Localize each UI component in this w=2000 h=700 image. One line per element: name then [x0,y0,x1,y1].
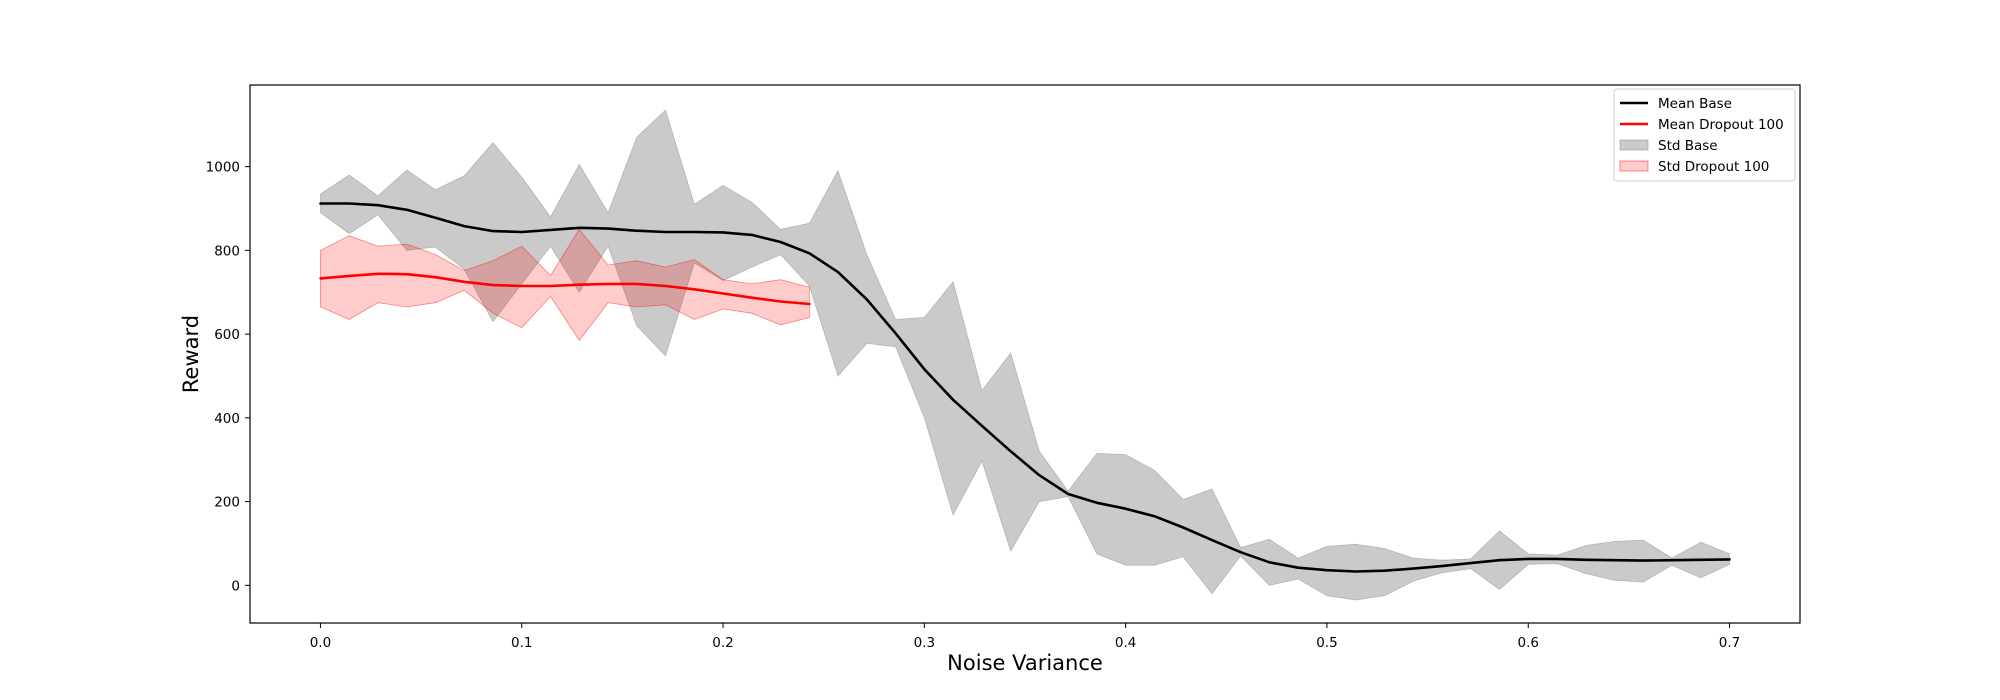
plot-frame [249,84,1801,624]
x-tick-label: 0.1 [511,635,532,651]
legend-label-std-dropout-100: Std Dropout 100 [1658,159,1769,175]
legend-label-mean-base: Mean Base [1658,96,1732,112]
x-tick-label: 0.2 [712,635,733,651]
legend-label-std-base: Std Base [1658,138,1718,154]
line-mean-base [319,202,1731,573]
x-tick-label: 0.4 [1115,635,1136,651]
line-mean-dropout-100 [319,272,811,306]
x-tick-label: 0.5 [1316,635,1337,651]
y-tick-label: 0 [231,578,240,594]
x-tick-label: 0.0 [310,635,331,651]
y-tick-label: 600 [214,327,240,343]
legend-label-mean-dropout-100: Mean Dropout 100 [1658,117,1784,133]
x-tick-label: 0.6 [1518,635,1539,651]
x-tick-label: 0.7 [1719,635,1740,651]
mean-lines [319,202,1731,573]
y-tick-label: 200 [214,495,240,511]
x-tick-label: 0.3 [914,635,935,651]
legend-box [1613,88,1796,182]
y-tick-label: 800 [214,243,240,259]
legend-swatch-std-base [1619,139,1649,151]
x-axis-label: Noise Variance [947,651,1103,675]
y-axis-ticks: 0 200 400 600 800 1000 [206,160,250,594]
y-tick-label: 400 [214,411,240,427]
legend-swatch-std-dropout-100 [1619,160,1649,172]
y-axis-label: Reward [179,315,203,393]
x-axis-ticks: 0.0 0.1 0.2 0.3 0.4 0.5 0.6 0.7 [310,623,1740,651]
legend: Mean Base Mean Dropout 100 Std Base Std … [1613,88,1796,182]
y-tick-label: 1000 [206,160,240,176]
